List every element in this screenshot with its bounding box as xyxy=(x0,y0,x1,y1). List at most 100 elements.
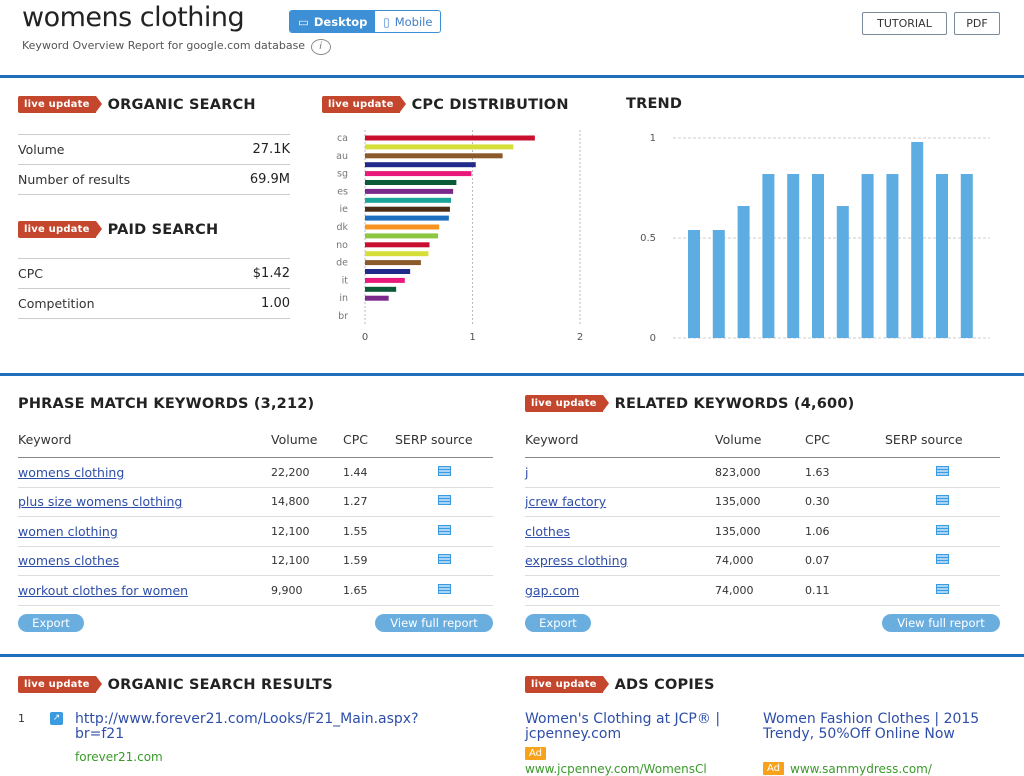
column-header[interactable]: SERP source xyxy=(395,432,473,447)
y-tick-label: ie xyxy=(340,204,349,215)
desktop-button[interactable]: ▭ Desktop xyxy=(290,11,376,32)
column-header[interactable]: Volume xyxy=(715,432,762,447)
serp-source-icon[interactable] xyxy=(936,524,949,535)
kv-value: $1.42 xyxy=(252,266,290,281)
y-tick-label: de xyxy=(336,258,348,269)
table-row: workout clothes for women 9,900 1.65 xyxy=(18,576,493,606)
live-update-badge[interactable]: live update xyxy=(18,221,102,238)
keyword-link[interactable]: womens clothes xyxy=(18,553,120,569)
live-update-badge[interactable]: live update xyxy=(322,96,406,113)
result-domain: forever21.com xyxy=(75,750,163,764)
ad-badge: Ad xyxy=(763,762,785,775)
mobile-button[interactable]: ▯ Mobile xyxy=(375,11,441,32)
ad-title-link[interactable]: Women Fashion Clothes | 2015 Trendy, 50%… xyxy=(763,711,980,742)
serp-source-icon[interactable] xyxy=(437,524,451,535)
heading-text: ADS COPIES xyxy=(614,676,715,693)
tutorial-button[interactable]: TUTORIAL xyxy=(862,12,947,35)
result-url-link[interactable]: http://www.forever21.com/Looks/F21_Main.… xyxy=(75,711,419,742)
ad-title-link[interactable]: Women's Clothing at JCP® | jcpenney.com xyxy=(525,711,721,742)
volume-cell: 823,000 xyxy=(715,465,761,479)
kv-value: 69.9M xyxy=(249,172,290,187)
related-keywords-table: Keyword Volume CPC SERP source j 823,000 1.… xyxy=(525,422,1000,606)
external-link-icon[interactable]: ↗ xyxy=(50,712,63,725)
volume-cell: 9,900 xyxy=(271,583,303,597)
related-export-button[interactable]: Export xyxy=(525,614,591,632)
column-header[interactable]: Volume xyxy=(271,432,318,447)
trend-bar xyxy=(911,142,924,338)
live-update-badge[interactable]: live update xyxy=(525,395,609,412)
keyword-link[interactable]: womens clothing xyxy=(18,464,125,480)
cpc-bar xyxy=(365,197,451,203)
table-row: j 823,000 1.63 xyxy=(525,458,1000,488)
trend-heading: TREND xyxy=(626,96,683,112)
heading-text: ORGANIC SEARCH RESULTS xyxy=(107,676,333,693)
cpc-bar xyxy=(365,242,430,248)
heading-text: RELATED KEYWORDS (4,600) xyxy=(614,395,855,412)
keyword-link[interactable]: women clothing xyxy=(18,523,118,539)
desktop-label: Desktop xyxy=(313,14,368,29)
serp-source-icon[interactable] xyxy=(437,554,451,565)
keyword-link[interactable]: workout clothes for women xyxy=(18,582,189,598)
phrase-match-heading: PHRASE MATCH KEYWORDS (3,212) xyxy=(18,396,315,412)
column-header[interactable]: Keyword xyxy=(525,432,579,447)
phrase-export-button[interactable]: Export xyxy=(18,614,84,632)
serp-source-icon[interactable] xyxy=(437,495,451,506)
trend-bar xyxy=(712,230,725,338)
y-tick-label: au xyxy=(336,151,348,162)
table-row: womens clothes 12,100 1.59 xyxy=(18,547,493,576)
serp-source-icon[interactable] xyxy=(936,583,949,594)
related-full-report-button[interactable]: View full report xyxy=(882,614,1000,632)
cpc-bar xyxy=(365,180,457,185)
monitor-icon: ▭ xyxy=(298,14,309,29)
cpc-cell: 0.30 xyxy=(805,495,830,509)
ad-url: www.jcpenney.com/WomensCl xyxy=(525,762,707,776)
y-tick-label: es xyxy=(337,186,348,197)
pdf-button[interactable]: PDF xyxy=(954,12,1000,35)
keyword-link[interactable]: clothes xyxy=(525,523,571,539)
column-header[interactable]: CPC xyxy=(805,432,830,447)
column-header[interactable]: SERP source xyxy=(885,432,963,447)
report-subtitle: Keyword Overview Report for google.com d… xyxy=(22,39,331,55)
volume-cell: 74,000 xyxy=(715,583,754,597)
phrase-full-report-button[interactable]: View full report xyxy=(375,614,493,632)
live-update-badge[interactable]: live update xyxy=(18,676,102,693)
keyword-link[interactable]: gap.com xyxy=(525,582,580,598)
keyword-link[interactable]: plus size womens clothing xyxy=(18,494,183,510)
column-header[interactable]: CPC xyxy=(343,432,368,447)
keyword-link[interactable]: express clothing xyxy=(525,553,628,569)
cpc-distribution-heading: live update CPC DISTRIBUTION xyxy=(322,96,569,113)
kv-value: 27.1K xyxy=(252,142,290,157)
table-row: women clothing 12,100 1.55 xyxy=(18,517,493,547)
volume-cell: 74,000 xyxy=(715,554,754,568)
kv-row: Volume 27.1K xyxy=(18,135,290,165)
trend-bar xyxy=(688,230,700,338)
cpc-cell: 1.63 xyxy=(805,465,830,479)
cpc-bar xyxy=(365,153,503,159)
live-update-badge[interactable]: live update xyxy=(18,96,102,113)
kv-row: Competition 1.00 xyxy=(18,289,290,319)
cpc-cell: 1.59 xyxy=(343,554,368,568)
info-icon[interactable]: i xyxy=(310,39,331,55)
table-header: Keyword Volume CPC SERP source xyxy=(18,422,493,458)
organic-search-table: Volume 27.1K Number of results 69.9M xyxy=(18,134,290,195)
kv-label: CPC xyxy=(18,266,43,281)
ad-badge: Ad xyxy=(525,747,547,760)
keyword-link[interactable]: jcrew factory xyxy=(525,494,607,510)
cpc-cell: 1.44 xyxy=(343,465,368,479)
serp-source-icon[interactable] xyxy=(936,495,949,506)
kv-label: Competition xyxy=(18,296,95,311)
serp-source-icon[interactable] xyxy=(437,465,451,476)
kv-label: Volume xyxy=(18,142,65,157)
cpc-bar xyxy=(365,295,389,301)
column-header[interactable]: Keyword xyxy=(18,432,72,447)
volume-cell: 12,100 xyxy=(271,554,310,568)
serp-source-icon[interactable] xyxy=(936,465,949,476)
trend-bar xyxy=(812,174,824,338)
y-tick-label: no xyxy=(336,240,348,251)
keyword-link[interactable]: j xyxy=(525,464,529,480)
serp-source-icon[interactable] xyxy=(437,583,451,594)
live-update-badge[interactable]: live update xyxy=(525,676,609,693)
phone-icon: ▯ xyxy=(383,14,390,29)
trend-bar xyxy=(762,174,775,338)
serp-source-icon[interactable] xyxy=(936,554,949,565)
